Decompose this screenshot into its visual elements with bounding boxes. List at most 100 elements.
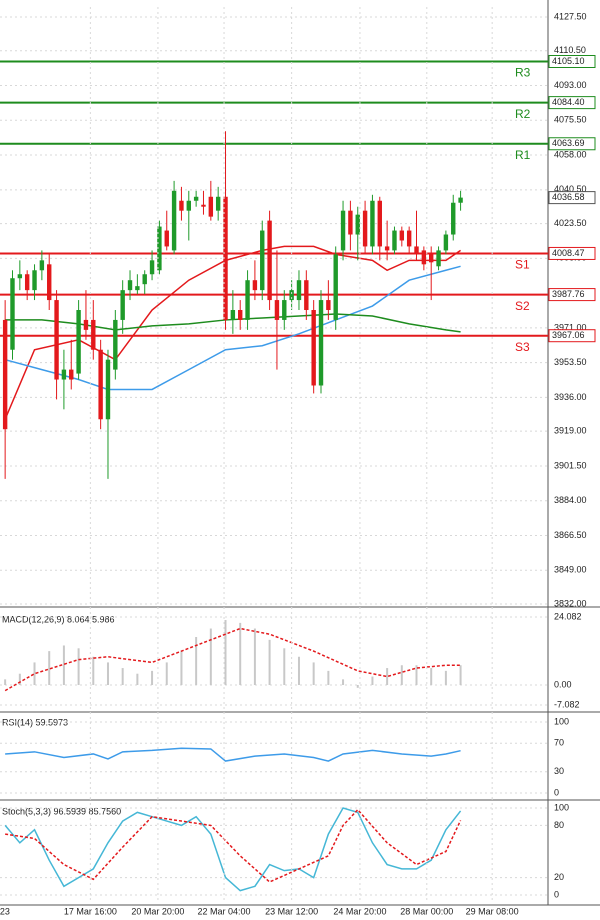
candle-body: [406, 230, 412, 247]
x-tick-label: 28 Mar 00:00: [400, 906, 453, 916]
candle-body: [392, 230, 397, 251]
y-tick-label: 3866.50: [554, 530, 587, 540]
x-tick-label: 23 Mar 12:00: [265, 906, 318, 916]
candle-body: [304, 280, 309, 311]
macd-title: MACD(12,26,9) 8.064 5.986: [2, 614, 115, 624]
candle-body: [414, 246, 419, 255]
indicator-line: [5, 808, 462, 883]
candle-body: [32, 270, 37, 291]
last-price-label: 4036.58: [552, 192, 585, 202]
y-tick-label: 4110.50: [554, 45, 586, 55]
level-label-box: [548, 246, 596, 260]
y-tick-label: 3971.00: [554, 322, 587, 332]
candle-body: [208, 196, 214, 217]
candle-body: [245, 280, 250, 320]
y-tick-label: 80: [554, 820, 564, 830]
candle-body: [91, 319, 96, 350]
candle-body: [142, 274, 147, 285]
candle-body: [98, 349, 103, 420]
candle-body: [443, 234, 449, 251]
candle-body: [311, 310, 316, 386]
candle-body: [355, 214, 360, 235]
y-tick-label: 0.00: [554, 679, 572, 689]
candle-body: [260, 230, 265, 291]
x-tick-label: 22 Mar 04:00: [198, 906, 251, 916]
candle-body: [362, 210, 368, 247]
candle-body: [47, 264, 52, 301]
candle-body: [296, 280, 302, 301]
level-name: S1: [515, 258, 530, 272]
candle-body: [171, 190, 177, 251]
candle-body: [384, 246, 390, 251]
candle-body: [377, 200, 382, 247]
candle-body: [223, 196, 228, 320]
level-name: S3: [515, 340, 530, 354]
x-tick-label: 24 Mar 20:00: [333, 906, 386, 916]
candle-body: [318, 300, 324, 386]
level-label-box: [548, 96, 596, 110]
candle-body: [201, 204, 206, 207]
candle-body: [76, 310, 81, 374]
candle-body: [451, 202, 456, 235]
candle-body: [458, 197, 463, 203]
x-tick-label: 20 Mar 20:00: [131, 906, 184, 916]
y-tick-label: 3919.00: [554, 426, 587, 436]
indicator-line: [4, 807, 462, 892]
candle-body: [267, 220, 272, 301]
candle-body: [105, 359, 111, 420]
level-name: R2: [515, 107, 531, 121]
level-label: 4063.69: [552, 138, 585, 148]
y-tick-label: 100: [554, 802, 569, 812]
level-label-box: [548, 329, 596, 343]
candle-body: [2, 319, 8, 430]
candle-body: [61, 369, 67, 380]
y-tick-label: 3936.00: [554, 392, 587, 402]
candle-body: [326, 300, 331, 311]
candle-body: [333, 254, 338, 320]
level-name: S2: [515, 299, 530, 313]
y-tick-label: 20: [554, 872, 564, 882]
y-tick-label: 100: [554, 716, 569, 726]
candle-body: [193, 196, 199, 201]
y-tick-label: 3884.00: [554, 495, 587, 505]
candle-body: [149, 260, 155, 275]
y-tick-label: 0: [554, 889, 559, 899]
candle-body: [179, 200, 184, 211]
y-tick-label: 3849.00: [554, 565, 587, 575]
y-tick-label: 4093.00: [554, 80, 587, 90]
level-name: R3: [515, 66, 531, 80]
y-tick-label: 3901.50: [554, 460, 587, 470]
candle-body: [186, 200, 191, 211]
level-label: 4008.47: [552, 248, 585, 258]
y-tick-label: 70: [554, 738, 564, 748]
level-label: 4105.10: [552, 56, 585, 66]
y-tick-label: -7.082: [554, 699, 580, 709]
candle-body: [69, 369, 74, 380]
candle-body: [421, 250, 427, 265]
candle-body: [113, 319, 118, 370]
y-tick-label: 0: [554, 787, 559, 797]
level-label-box: [548, 54, 596, 68]
candle-body: [348, 210, 353, 235]
candle-body: [238, 310, 243, 320]
candle-body: [54, 300, 59, 380]
candle-body: [120, 290, 125, 320]
candle-body: [39, 260, 45, 271]
level-label: 3967.06: [552, 330, 585, 340]
candle-body: [17, 274, 23, 279]
indicator-line: [4, 265, 461, 391]
y-tick-label: 30: [554, 766, 564, 776]
candle-body: [135, 286, 140, 291]
candle-body: [274, 300, 280, 320]
candle-body: [436, 250, 441, 267]
indicator-line: [5, 747, 461, 762]
candle-body: [230, 310, 236, 320]
level-label-box: [548, 137, 596, 151]
candle-body: [127, 280, 133, 291]
candle-body: [252, 280, 258, 291]
candle-body: [370, 200, 375, 247]
macd-signal: [4, 627, 461, 692]
y-tick-label: 3953.50: [554, 357, 587, 367]
